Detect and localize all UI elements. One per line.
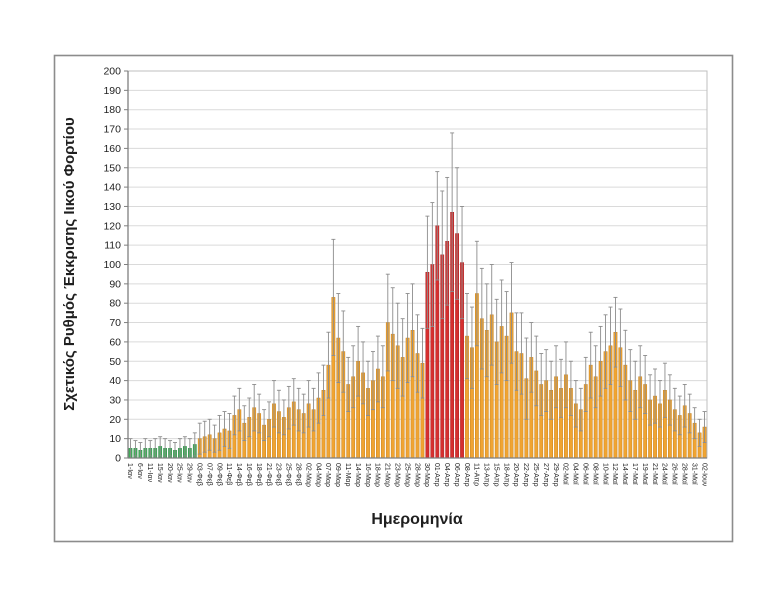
y-axis-title: Σχετικός Ρυθμός Έκκρισης Ιικού Φορτίου <box>61 117 78 411</box>
x-axis-title: Ημερομηνία <box>371 511 463 528</box>
y-tick-label: 150 <box>103 162 121 174</box>
x-tick-label: 13-Απρ <box>483 463 490 487</box>
bars-group <box>128 212 707 459</box>
x-tick-label: 25-Φεβ <box>285 463 292 486</box>
y-tick-label: 90 <box>109 278 121 290</box>
y-tick-label: 10 <box>109 433 121 445</box>
x-tick-label: 08-Απρ <box>463 463 470 487</box>
x-tick-label: 10-Μαϊ <box>601 463 608 485</box>
x-tick-label: 11-Απρ <box>473 463 480 486</box>
x-tick-label: 16-Φεβ <box>245 463 252 486</box>
x-tick-label: 17-Μαϊ <box>631 463 638 485</box>
x-tick-label: 09-Φεβ <box>215 463 222 486</box>
x-tick-label: 20-Απρ <box>512 463 519 487</box>
x-tick-label: 06-Απρ <box>453 463 460 487</box>
x-tick-label: 28-Μαϊ <box>680 463 687 485</box>
x-tick-label: 6-Ιαν <box>136 463 143 479</box>
y-axis-tick-labels: 0 10 20 30 40 50 60 70 80 90 100 110 120 130 140 150 160… <box>103 66 121 465</box>
x-tick-label: 19-Μαϊ <box>641 463 648 485</box>
x-tick-label: 29-Απρ <box>552 463 559 487</box>
x-tick-label: 22-Απρ <box>522 463 529 487</box>
x-tick-label: 12-Μαϊ <box>611 463 618 485</box>
x-tick-label: 04-Μαρ <box>314 463 321 487</box>
x-tick-label: 07-Μαρ <box>324 463 331 487</box>
x-tick-label: 27-Απρ <box>542 463 549 487</box>
y-tick-label: 80 <box>109 298 121 310</box>
y-tick-label: 140 <box>103 182 121 194</box>
y-tick-label: 40 <box>109 375 121 387</box>
x-tick-label: 26-Μαϊ <box>671 463 678 485</box>
x-tick-label: 11-Φεβ <box>225 463 232 485</box>
x-tick-label: 18-Απρ <box>502 463 509 487</box>
x-tick-label: 25-Ιαν <box>176 463 183 483</box>
x-axis-tick-labels: 1-Ιαν 6-Ιαν 11-Ιαν 15-Ιαν 20-Ιαν 25-Ιαν 29-Ιαν… <box>126 463 707 487</box>
x-tick-label: 11-Ιαν <box>146 463 153 483</box>
x-tick-label: 1-Ιαν <box>126 463 133 479</box>
y-tick-label: 130 <box>103 201 121 213</box>
y-tick-label: 160 <box>103 143 121 155</box>
x-tick-label: 30-Μαρ <box>423 463 430 487</box>
x-tick-label: 11-Μαρ <box>344 463 351 486</box>
y-tick-label: 30 <box>109 394 121 406</box>
x-tick-label: 01-Απρ <box>433 463 440 487</box>
y-tick-label: 200 <box>103 66 121 78</box>
x-tick-label: 21-Μαϊ <box>651 463 658 485</box>
y-tick-label: 60 <box>109 336 121 348</box>
x-tick-label: 08-Μαϊ <box>591 463 598 485</box>
x-tick-label: 06-Μαϊ <box>582 463 589 485</box>
x-tick-label: 21-Μαρ <box>384 463 391 487</box>
x-tick-label: 02-Ιουν <box>700 463 707 487</box>
y-tick-label: 170 <box>103 124 121 136</box>
x-tick-label: 25-Μαρ <box>403 463 410 487</box>
x-tick-label: 18-Μαρ <box>374 463 381 487</box>
x-tick-label: 24-Μαϊ <box>661 463 668 485</box>
y-tick-label: 50 <box>109 356 121 368</box>
x-tick-label: 14-Μαρ <box>354 463 361 487</box>
x-tick-label: 02-Μαρ <box>304 463 311 487</box>
x-tick-label: 23-Μαρ <box>393 463 400 487</box>
x-tick-label: 31-Μαϊ <box>690 463 697 485</box>
y-tick-label: 70 <box>109 317 121 329</box>
y-tick-label: 20 <box>109 414 121 426</box>
y-tick-label: 190 <box>103 85 121 97</box>
x-tick-label: 18-Φεβ <box>255 463 262 486</box>
y-tick-label: 100 <box>103 259 121 271</box>
x-tick-label: 04-Μαϊ <box>572 463 579 485</box>
x-tick-label: 03-Φεβ <box>196 463 203 486</box>
x-tick-label: 29-Ιαν <box>186 463 193 483</box>
x-tick-label: 20-Ιαν <box>166 463 173 483</box>
y-tick-label: 180 <box>103 104 121 116</box>
y-tick-label: 120 <box>103 220 121 232</box>
x-tick-label: 21-Φεβ <box>265 463 272 486</box>
x-tick-label: 09-Μαρ <box>334 463 341 487</box>
x-tick-label: 15-Απρ <box>492 463 499 487</box>
x-tick-label: 23-Φεβ <box>275 463 282 486</box>
x-tick-label: 02-Μαϊ <box>562 463 569 485</box>
x-tick-label: 25-Απρ <box>532 463 539 487</box>
x-tick-label: 16-Μαρ <box>364 463 371 487</box>
x-tick-label: 04-Απρ <box>443 463 450 487</box>
y-axis-ticks <box>124 70 128 459</box>
y-tick-label: 110 <box>104 240 121 252</box>
x-tick-label: 28-Φεβ <box>294 463 301 486</box>
x-tick-label: 14-Μαϊ <box>621 463 628 485</box>
x-tick-label: 28-Μαρ <box>413 463 420 487</box>
x-tick-label: 14-Φεβ <box>235 463 242 486</box>
x-tick-label: 07-Φεβ <box>205 463 212 486</box>
figure-border <box>53 54 734 543</box>
y-tick-label: 0 <box>115 453 121 465</box>
x-tick-label: 15-Ιαν <box>156 463 163 483</box>
